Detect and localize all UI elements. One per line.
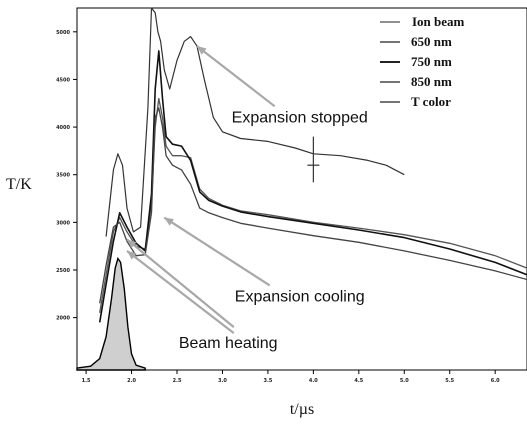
annotation-labels: Expansion stopped Expansion cooling Beam h…	[179, 109, 368, 352]
annotation-arrow-shaft	[196, 45, 276, 108]
x-tick-label: 3.0	[218, 378, 227, 384]
annotation-arrow-head	[197, 46, 207, 55]
y-axis: 2000 2500 3000 3500 4000 4500 5000	[56, 30, 77, 322]
legend-label-850-nm: 850 nm	[411, 74, 452, 89]
x-tick-label: 5.0	[400, 378, 409, 384]
annotation-arrow-shaft	[163, 216, 271, 287]
series-layer	[98, 7, 527, 323]
series-750-nm	[98, 50, 527, 323]
y-tick-label: 4000	[56, 125, 70, 131]
x-tick-label: 4.0	[309, 378, 318, 384]
legend-label-t-color: T color	[411, 94, 451, 109]
y-axis-title: T/K	[6, 176, 32, 193]
legend-label-750-nm: 750 nm	[411, 54, 452, 69]
legend-label-650-nm: 650 nm	[411, 34, 452, 49]
x-tick-label: 1.5	[82, 378, 91, 384]
x-tick-label: 4.5	[354, 378, 363, 384]
y-tick-label: 2500	[56, 268, 70, 274]
x-axis-title: t/µs	[290, 401, 314, 418]
annotation-expansion-cooling: Expansion cooling	[235, 288, 365, 305]
annotation-beam-heating: Beam heating	[179, 335, 278, 352]
annotation-arrow-head	[127, 239, 137, 249]
annotation-arrow-head	[127, 250, 137, 260]
x-tick-label: 5.5	[445, 378, 454, 384]
annotation-expansion-stopped: Expansion stopped	[232, 109, 368, 126]
y-tick-label: 5000	[56, 30, 70, 36]
x-tick-label: 2.0	[127, 378, 136, 384]
ion-beam-layer	[76, 256, 146, 371]
annotation-arrow-shaft	[126, 250, 235, 334]
y-tick-label: 3500	[56, 173, 70, 179]
y-tick-label: 2000	[56, 316, 70, 322]
plot-frame	[76, 7, 527, 371]
annotation-arrows	[126, 45, 276, 334]
series-t-color	[105, 7, 405, 237]
y-tick-label: 3000	[56, 220, 70, 226]
annotation-arrow-shaft	[126, 238, 235, 328]
x-tick-label: 2.5	[173, 378, 182, 384]
series-650-nm	[99, 97, 527, 313]
plot-area	[76, 7, 527, 371]
legend-label-ion-beam: Ion beam	[412, 14, 465, 29]
legend: Ion beam 650 nm 750 nm 850 nm T color	[380, 14, 465, 109]
x-tick-label: 3.5	[263, 378, 272, 384]
error-bar-layer	[307, 136, 320, 183]
series-ion-beam	[76, 256, 146, 371]
annotation-arrow-head	[164, 217, 175, 226]
x-axis: 1.5 2.0 2.5 3.0 3.5 4.0 4.5 5.0 5.5 6.0	[82, 370, 500, 384]
x-tick-label: 6.0	[491, 378, 500, 384]
y-tick-label: 4500	[56, 77, 70, 83]
series-850-nm	[99, 107, 527, 304]
